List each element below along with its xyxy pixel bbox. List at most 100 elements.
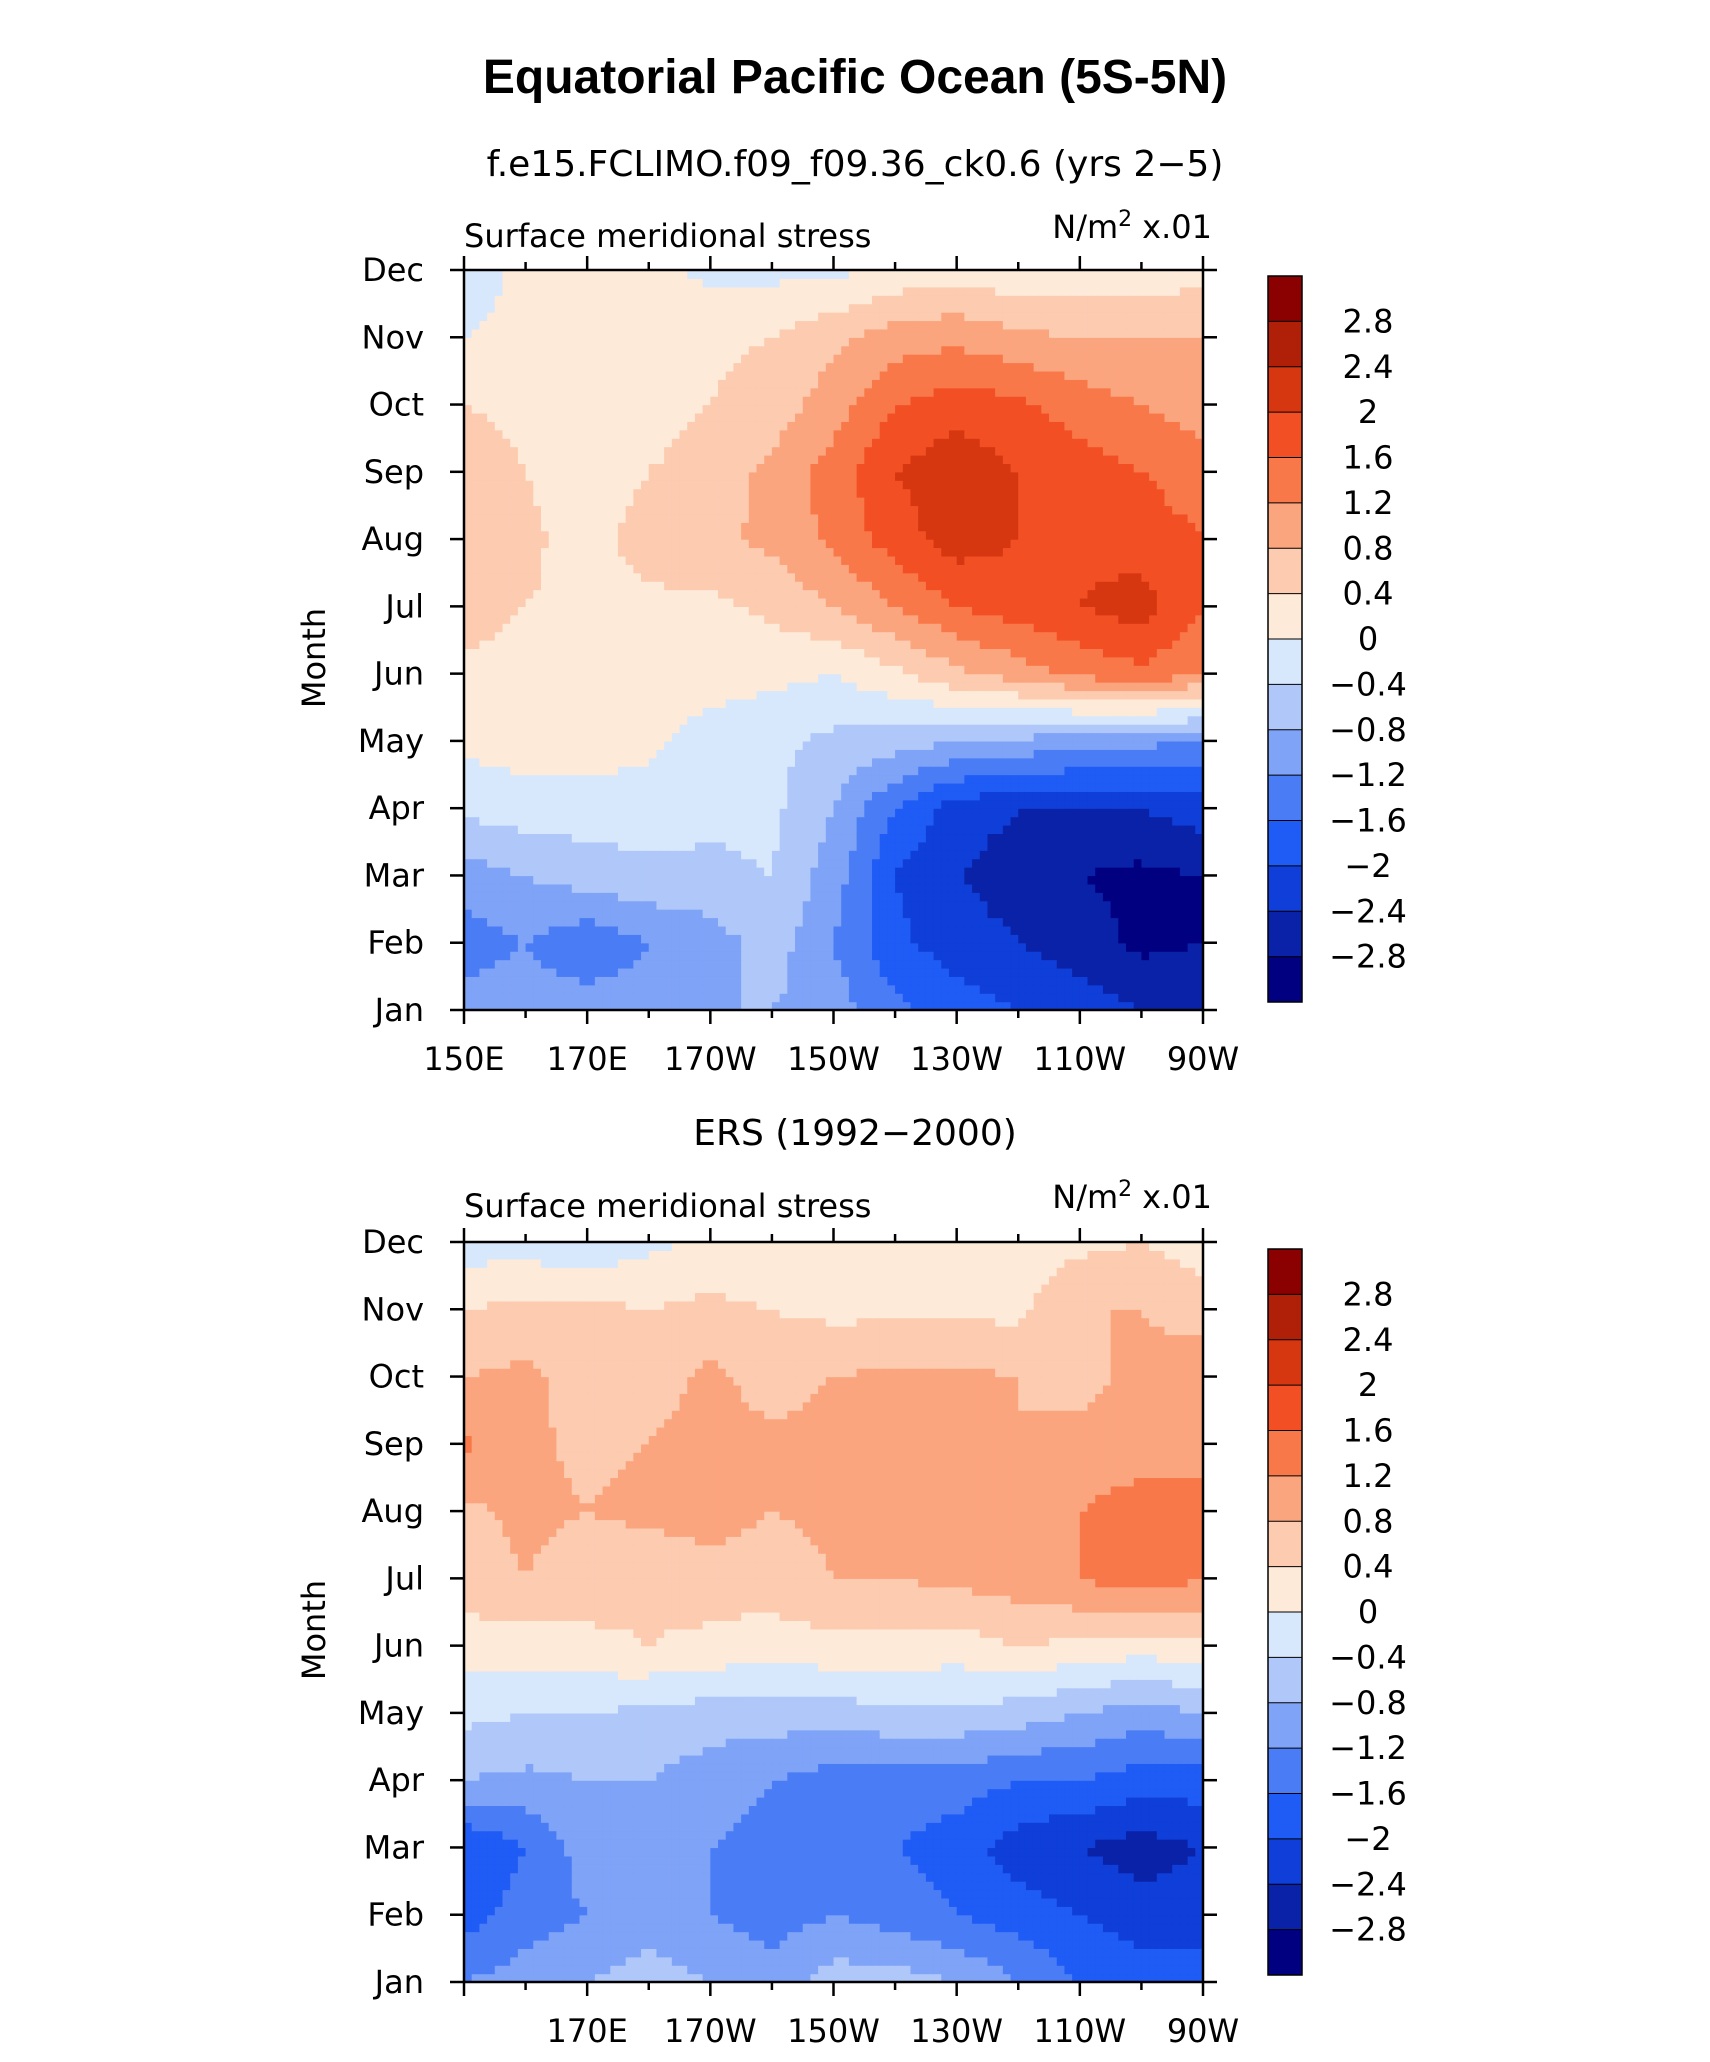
contour-cell [710, 640, 718, 649]
contour-cell [1049, 976, 1057, 985]
contour-cell [695, 943, 703, 952]
contour-cell [526, 926, 534, 935]
contour-cell [1103, 791, 1111, 800]
contour-cell [880, 918, 888, 927]
contour-cell [649, 724, 657, 733]
contour-cell [1165, 775, 1173, 784]
contour-cell [880, 943, 888, 952]
contour-cell [710, 598, 718, 607]
contour-cell [733, 615, 741, 624]
contour-cell [741, 867, 749, 876]
contour-cell [502, 581, 510, 590]
contour-cell [941, 951, 949, 960]
contour-cell [1165, 749, 1173, 758]
contour-cell [787, 598, 795, 607]
contour-cell [695, 648, 703, 657]
contour-cell [795, 976, 803, 985]
contour-cell [1057, 699, 1065, 708]
contour-cell [1141, 674, 1149, 683]
contour-cell [595, 775, 603, 784]
contour-cell [556, 657, 564, 666]
contour-cell [1034, 699, 1042, 708]
contour-cell [772, 598, 780, 607]
contour-cell [1011, 901, 1019, 910]
contour-cell [957, 682, 965, 691]
contour-cell [757, 833, 765, 842]
contour-cell [695, 581, 703, 590]
contour-cell [741, 943, 749, 952]
contour-cell [680, 598, 688, 607]
contour-cell [841, 968, 849, 977]
contour-cell [841, 892, 849, 901]
contour-cell [1003, 623, 1011, 632]
contour-cell [1003, 733, 1011, 742]
contour-cell [1026, 682, 1034, 691]
contour-cell [1041, 741, 1049, 750]
contour-cell [1172, 724, 1180, 733]
contour-cell [857, 884, 865, 893]
contour-cell [703, 682, 711, 691]
contour-cell [564, 590, 572, 599]
contour-cell [603, 615, 611, 624]
contour-cell [918, 800, 926, 809]
contour-cell [633, 665, 641, 674]
contour-cell [1141, 590, 1149, 599]
contour-cell [1095, 749, 1103, 758]
contour-cell [1126, 926, 1134, 935]
contour-cell [1134, 665, 1142, 674]
contour-cell [595, 867, 603, 876]
contour-cell [1134, 648, 1142, 657]
contour-cell [849, 581, 857, 590]
contour-cell [487, 808, 495, 817]
contour-cell [1011, 724, 1019, 733]
contour-cell [1003, 699, 1011, 708]
contour-cell [672, 648, 680, 657]
contour-cell [1034, 775, 1042, 784]
contour-cell [1103, 758, 1111, 767]
contour-cell [1165, 724, 1173, 733]
contour-cell [818, 707, 826, 716]
contour-cell [934, 943, 942, 952]
contour-cell [618, 926, 626, 935]
contour-cell [549, 699, 557, 708]
contour-cell [826, 918, 834, 927]
contour-cell [595, 615, 603, 624]
contour-cell [641, 766, 649, 775]
contour-cell [1149, 699, 1157, 708]
contour-cell [857, 783, 865, 792]
contour-cell [526, 968, 534, 977]
contour-cell [849, 859, 857, 868]
contour-cell [741, 716, 749, 725]
contour-cell [1064, 758, 1072, 767]
contour-cell [510, 573, 518, 582]
contour-cell [1149, 581, 1157, 590]
contour-cell [672, 758, 680, 767]
contour-cell [803, 808, 811, 817]
contour-cell [656, 817, 664, 826]
contour-cell [741, 606, 749, 615]
contour-cell [872, 884, 880, 893]
contour-cell [572, 581, 580, 590]
contour-cell [587, 926, 595, 935]
contour-cell [1072, 892, 1080, 901]
contour-cell [864, 808, 872, 817]
contour-cell [526, 674, 534, 683]
contour-cell [1049, 707, 1057, 716]
contour-cell [664, 640, 672, 649]
contour-cell [1057, 749, 1065, 758]
contour-cell [795, 783, 803, 792]
contour-cell [479, 665, 487, 674]
contour-cell [656, 665, 664, 674]
contour-cell [918, 783, 926, 792]
contour-cell [649, 850, 657, 859]
contour-cell [1118, 976, 1126, 985]
contour-cell [903, 926, 911, 935]
contour-cell [957, 884, 965, 893]
contour-cell [1057, 884, 1065, 893]
contour-cell [695, 632, 703, 641]
contour-cell [610, 665, 618, 674]
contour-cell [526, 867, 534, 876]
contour-cell [603, 724, 611, 733]
contour-cell [1018, 833, 1026, 842]
contour-cell [1111, 783, 1119, 792]
